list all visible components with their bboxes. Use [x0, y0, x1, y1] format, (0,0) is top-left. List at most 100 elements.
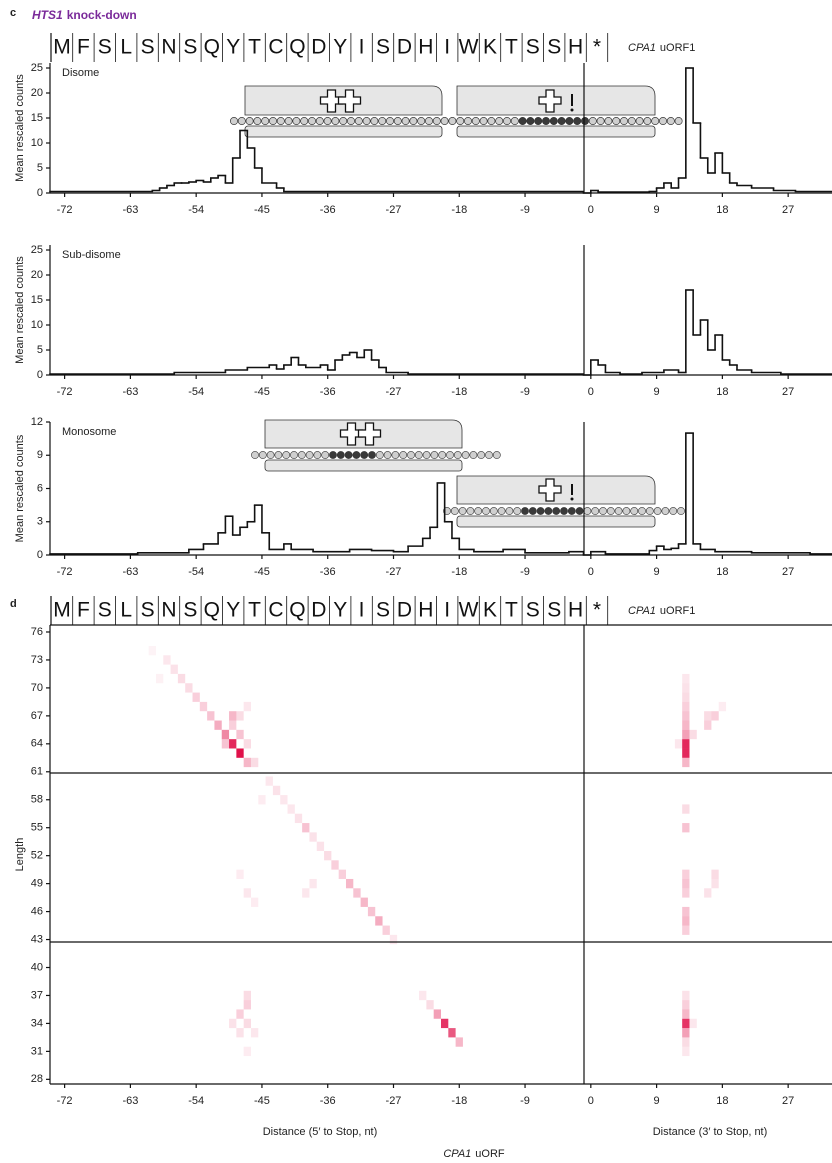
- x-tick-label: 0: [588, 566, 594, 578]
- y-tick-label: 6: [37, 482, 43, 494]
- y-axis-label: Mean rescaled counts: [14, 434, 26, 542]
- mrna-nt: [575, 507, 584, 515]
- mrna-nt: [432, 117, 441, 125]
- mrna-nt: [518, 117, 527, 125]
- y-tick-label: 55: [31, 822, 43, 834]
- x-tick-label: -27: [386, 566, 402, 578]
- chart-title: Disome: [62, 67, 99, 79]
- mrna-nt: [401, 117, 410, 125]
- heat-cell: [243, 1000, 251, 1010]
- x-tick-label: -36: [320, 1095, 336, 1107]
- mrna-nt: [261, 117, 270, 125]
- mrna-nt: [497, 507, 506, 515]
- heat-cell: [265, 776, 273, 786]
- heat-cell: [704, 888, 712, 898]
- residue: Q: [204, 36, 220, 59]
- heat-cell: [155, 673, 164, 684]
- y-tick-label: 0: [37, 549, 43, 561]
- x-title-gene: CPA1: [443, 1148, 471, 1160]
- mrna-nt: [645, 507, 654, 515]
- x-tick-label: -36: [320, 204, 336, 216]
- heat-cell: [682, 869, 690, 879]
- heat-cell: [331, 860, 339, 870]
- mrna-nt: [290, 451, 298, 459]
- x-axis-label: Distance (3′ to Stop, nt): [653, 1126, 768, 1138]
- chart-title: Sub-disome: [62, 249, 121, 261]
- y-tick-label: 64: [31, 738, 43, 750]
- mrna-nt: [521, 507, 529, 515]
- heat-cell: [682, 888, 690, 898]
- y-tick-label: 20: [31, 87, 43, 99]
- y-tick-label: 12: [31, 416, 43, 428]
- y-tick-label: 0: [37, 187, 43, 199]
- mrna-nt: [329, 451, 337, 459]
- mrna-nt: [409, 117, 418, 125]
- y-tick-label: 37: [31, 989, 43, 1001]
- x-tick-label: -45: [254, 1095, 270, 1107]
- mrna-nt: [567, 507, 576, 515]
- trna: [339, 422, 364, 446]
- mrna-nt: [612, 117, 621, 125]
- mrna-nt: [453, 451, 462, 459]
- mrna-nt: [414, 451, 423, 459]
- residue: D: [397, 36, 412, 59]
- residue: S: [98, 599, 112, 622]
- mrna-nt: [422, 451, 431, 459]
- residue: H: [568, 599, 583, 622]
- mrna-nt: [536, 507, 545, 515]
- residue: H: [418, 36, 433, 59]
- seq-label: CPA1 uORF1: [628, 605, 695, 617]
- x-tick-label: 0: [588, 204, 594, 216]
- y-tick-label: 25: [31, 62, 43, 74]
- residue: S: [183, 599, 197, 622]
- heat-cell: [258, 795, 266, 805]
- residue: K: [483, 599, 497, 622]
- residue: S: [547, 599, 561, 622]
- mrna-nt: [487, 117, 496, 125]
- y-tick-label: 58: [31, 794, 43, 806]
- y-tick-label: 10: [31, 319, 43, 331]
- mrna-nt: [230, 117, 238, 125]
- mrna-nt: [510, 117, 519, 125]
- y-axis-label: Mean rescaled counts: [14, 74, 26, 182]
- heat-cell: [294, 813, 303, 824]
- trna: [319, 89, 344, 113]
- chart-title: Monosome: [62, 426, 116, 438]
- heat-cell: [382, 925, 390, 935]
- heat-cell: [375, 916, 383, 926]
- heat-cell: [689, 729, 697, 740]
- mrna-nt: [581, 117, 589, 125]
- mrna-nt: [269, 117, 277, 125]
- residue: N: [161, 599, 176, 622]
- trna: [357, 422, 382, 446]
- heat-cell: [360, 897, 368, 907]
- residue: T: [248, 36, 261, 59]
- ribosome-small: [264, 459, 463, 472]
- residue: W: [459, 599, 479, 622]
- mrna-nt: [360, 451, 369, 459]
- residue: D: [397, 599, 412, 622]
- residue: Q: [204, 599, 220, 622]
- residue: L: [120, 36, 132, 59]
- x-tick-label: 27: [782, 566, 794, 578]
- heat-cell: [309, 832, 317, 842]
- y-axis-label: Length: [14, 838, 26, 872]
- heat-cell: [711, 711, 719, 721]
- x-tick-label: -72: [57, 566, 73, 578]
- mrna-nt: [557, 117, 566, 125]
- residue: T: [505, 36, 518, 59]
- mrna-nt: [282, 451, 291, 459]
- x-tick-label: -63: [122, 204, 138, 216]
- x-tick-label: -63: [122, 1095, 138, 1107]
- y-tick-label: 61: [31, 766, 43, 778]
- heat-cell: [243, 701, 251, 712]
- residue: I: [444, 36, 450, 59]
- x-tick-label: -27: [386, 1095, 402, 1107]
- mrna-nt: [297, 451, 306, 459]
- mrna-nt: [565, 117, 574, 125]
- heat-cell: [682, 673, 690, 684]
- residue: D: [311, 599, 326, 622]
- mrna-nt: [446, 451, 454, 459]
- heat-cell: [243, 739, 251, 749]
- mrna-nt: [274, 451, 283, 459]
